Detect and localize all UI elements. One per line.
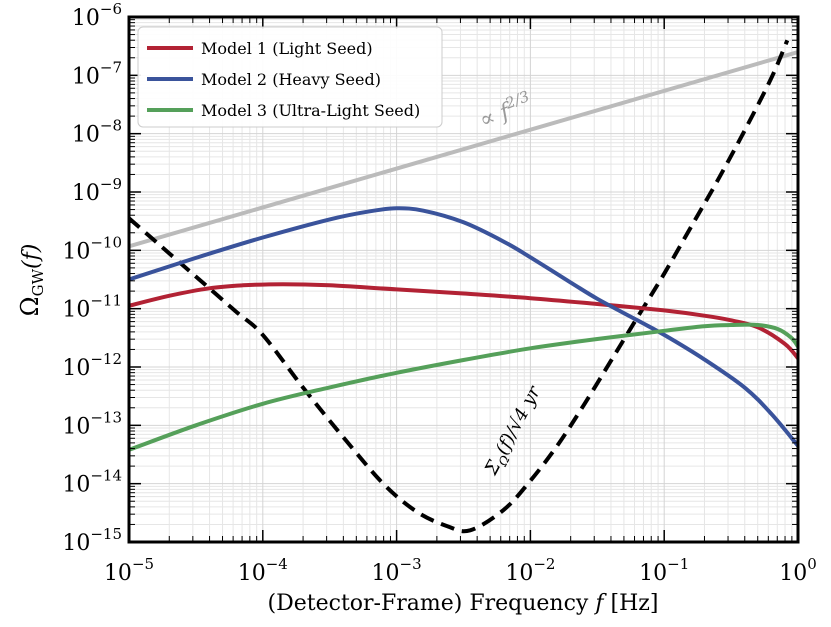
x-axis-label: (Detector-Frame) Frequency f [Hz]: [268, 591, 659, 616]
y-tick-label: 10−14: [62, 467, 122, 498]
y-tick-label: 10−11: [62, 292, 122, 323]
x-tick-label: 10−2: [505, 555, 555, 586]
legend-label: Model 3 (Ultra-Light Seed): [201, 101, 420, 120]
y-tick-label: 10−12: [62, 350, 122, 381]
x-tick-label: 10−4: [238, 555, 288, 586]
f-two-thirds-reference-line: [129, 50, 798, 249]
model-3-curve: [129, 322, 798, 452]
legend-label: Model 1 (Light Seed): [201, 39, 373, 58]
y-tick-label: 10−6: [72, 0, 122, 31]
x-tick-label: 10−3: [372, 555, 422, 586]
legend-item-model-2: Model 2 (Heavy Seed): [147, 70, 381, 89]
y-tick-label: 10−15: [62, 525, 122, 556]
sensitivity-curve: [129, 39, 790, 534]
x-tick-label: 10−1: [639, 555, 689, 586]
axis-ticks: [128, 16, 799, 543]
legend-label: Model 2 (Heavy Seed): [201, 70, 381, 89]
legend-item-model-1: Model 1 (Light Seed): [147, 39, 373, 58]
legend: Model 1 (Light Seed) Model 2 (Heavy Seed)…: [137, 26, 443, 128]
y-tick-labels: 10−15 10−14 10−13 10−12 10−11 10−10 10−9 10−8 10…: [62, 0, 122, 556]
model-2-curve: [129, 206, 798, 448]
plot-frame: [127, 15, 800, 544]
legend-item-model-3: Model 3 (Ultra-Light Seed): [147, 101, 420, 120]
data-curves: [129, 39, 798, 534]
y-tick-label: 10−10: [62, 233, 122, 264]
x-tick-label: 10−5: [104, 555, 154, 586]
x-tick-label: 100: [779, 555, 817, 586]
y-axis-label: ΩGW(f): [16, 244, 47, 317]
y-tick-label: 10−8: [72, 117, 122, 148]
model-1-curve: [129, 282, 798, 360]
y-tick-label: 10−7: [72, 58, 122, 89]
y-tick-label: 10−13: [62, 408, 122, 439]
scaling-annotation: ∝ f2/3: [475, 87, 536, 133]
x-tick-labels: 10−5 10−4 10−3 10−2 10−1 100: [104, 555, 817, 586]
y-tick-label: 10−9: [72, 175, 122, 206]
